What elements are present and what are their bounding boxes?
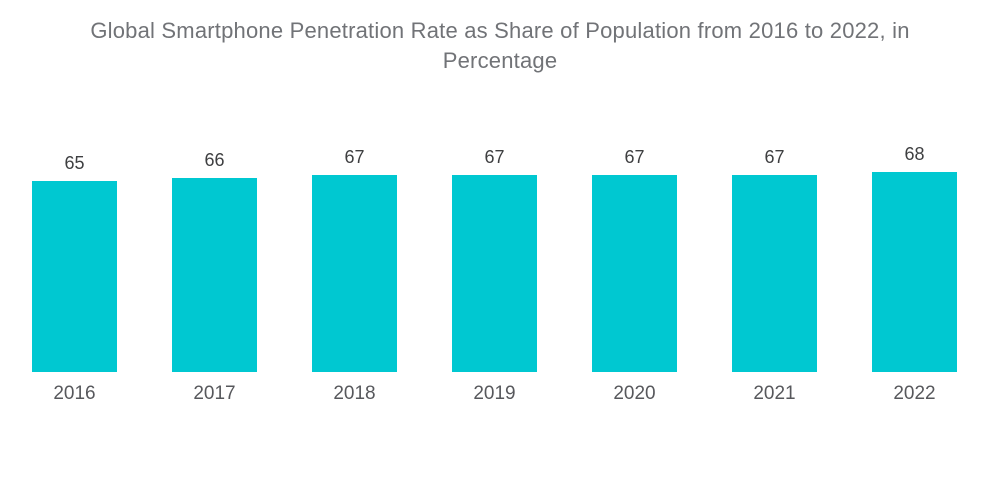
bar-group: 66 2017 <box>172 150 257 405</box>
bar <box>312 175 397 372</box>
x-axis-label: 2018 <box>333 383 376 404</box>
bar-group: 67 2021 <box>732 147 817 405</box>
bar <box>452 175 537 372</box>
bar-value-label: 65 <box>64 153 85 173</box>
x-axis-label: 2022 <box>893 383 936 404</box>
bar-value-label: 68 <box>904 144 925 164</box>
x-axis-label: 2019 <box>473 383 516 404</box>
x-axis-label: 2016 <box>53 383 96 404</box>
bar-value-label: 67 <box>624 147 645 167</box>
bar-value-label: 67 <box>764 147 785 167</box>
bar-group: 67 2019 <box>452 147 537 405</box>
bar <box>32 181 117 372</box>
bar <box>172 178 257 372</box>
bar-value-label: 67 <box>344 147 365 167</box>
bar-group: 65 2016 <box>32 153 117 405</box>
bar-value-label: 67 <box>484 147 505 167</box>
bar <box>872 172 957 372</box>
bar-chart: 65 2016 66 2017 67 2018 67 2019 67 2020 67 2021 68 20… <box>32 144 957 405</box>
x-axis-label: 2021 <box>753 383 796 404</box>
bar-group: 67 2018 <box>312 147 397 405</box>
bar-group: 68 2022 <box>872 144 957 405</box>
x-axis-label: 2020 <box>613 383 656 404</box>
bar-value-label: 66 <box>204 150 225 170</box>
bar <box>732 175 817 372</box>
bar <box>592 175 677 372</box>
chart-title: Global Smartphone Penetration Rate as Sh… <box>90 18 910 73</box>
x-axis-label: 2017 <box>193 383 236 404</box>
bar-group: 67 2020 <box>592 147 677 405</box>
